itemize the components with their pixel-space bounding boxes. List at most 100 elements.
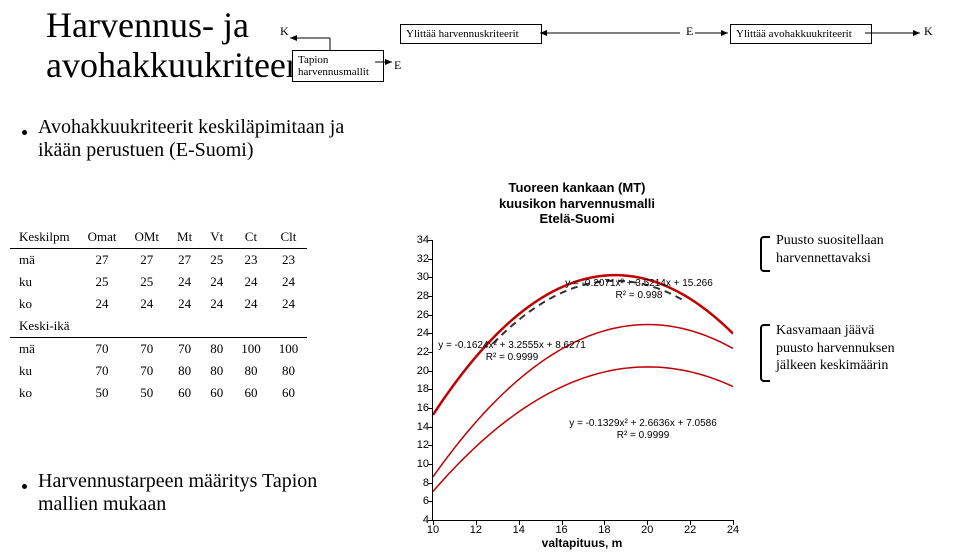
chart-title-l3: Etelä-Suomi: [539, 211, 614, 226]
flow-diagram: K Tapion harvennusmallit Ylittää harvenn…: [280, 20, 940, 94]
x-tick: 22: [684, 524, 696, 536]
y-tickline: [428, 501, 433, 502]
x-tick: 20: [641, 524, 653, 536]
x-tick: 10: [427, 524, 439, 536]
table-cell: 60: [232, 382, 270, 404]
table-mid: Keski-ikä: [10, 315, 307, 338]
th-2: OMt: [125, 226, 168, 249]
table-cell: mä: [10, 338, 79, 361]
y-tickline: [428, 352, 433, 353]
bullet2-l2: mallien mukaan: [38, 493, 166, 515]
anno1-l2: harvennettavaksi: [776, 251, 871, 266]
y-tickline: [428, 333, 433, 334]
table-cell: 80: [270, 360, 308, 382]
y-tick: 4: [407, 514, 429, 526]
x-tickline: [733, 520, 734, 525]
title-line2: avohakkuukriteerit: [46, 45, 318, 85]
th-3: Mt: [168, 226, 201, 249]
x-tickline: [562, 520, 563, 525]
y-tick: 24: [407, 327, 429, 339]
table-cell: 60: [201, 382, 232, 404]
bullet-dot-1: [22, 130, 27, 135]
th-0: Keskilpm: [10, 226, 79, 249]
table-cell: 50: [79, 382, 126, 404]
anno1-l1: Puusto suositellaan: [776, 233, 884, 248]
table-cell: ku: [10, 271, 79, 293]
table-cell: 60: [270, 382, 308, 404]
criteria-table: Keskilpm Omat OMt Mt Vt Ct Clt mä2727272…: [10, 226, 307, 404]
eq3-l2: R² = 0.9999: [617, 430, 670, 441]
table-cell: 27: [79, 249, 126, 272]
table-cell: 23: [232, 249, 270, 272]
table-row: mä272727252323: [10, 249, 307, 272]
table-row: ku707080808080: [10, 360, 307, 382]
table-cell: 70: [168, 338, 201, 361]
y-tick: 6: [407, 495, 429, 507]
chart-plot: y = -0.2071x² + 3.5214x + 15.266 R² = 0.…: [432, 240, 733, 521]
eq3-l1: y = -0.1329x² + 2.6636x + 7.0586: [569, 418, 717, 429]
eq1-l1: y = -0.2071x² + 3.5214x + 15.266: [565, 278, 713, 289]
y-tickline: [428, 389, 433, 390]
y-tickline: [428, 464, 433, 465]
chart-title-l2: kuusikon harvennusmalli: [499, 196, 655, 211]
table-cell: 25: [125, 271, 168, 293]
table-cell: 60: [168, 382, 201, 404]
chart-title-l1: Tuoreen kankaan (MT): [508, 180, 645, 195]
eq2-l1: y = -0.1624x² + 3.2555x + 8.6271: [438, 340, 586, 351]
anno2-l1: Kasvamaan jäävä: [776, 323, 874, 338]
x-tick: 14: [513, 524, 525, 536]
x-tick: 24: [727, 524, 739, 536]
table-cell: 24: [79, 293, 126, 315]
table-cell: 80: [168, 360, 201, 382]
table-cell: 24: [270, 293, 308, 315]
y-tickline: [428, 427, 433, 428]
brace-2: [760, 324, 770, 382]
y-tick: 18: [407, 383, 429, 395]
table-cell: 23: [270, 249, 308, 272]
anno2-l2: puusto harvennuksen: [776, 341, 895, 356]
y-tickline: [428, 371, 433, 372]
table-cell: 100: [270, 338, 308, 361]
th-6: Clt: [270, 226, 308, 249]
table-cell: 70: [79, 338, 126, 361]
x-tickline: [690, 520, 691, 525]
eq2-l2: R² = 0.9999: [486, 352, 539, 363]
y-tickline: [428, 277, 433, 278]
anno-1: Puusto suositellaan harvennettavaksi: [776, 232, 884, 267]
y-tick: 30: [407, 271, 429, 283]
y-tick: 34: [407, 234, 429, 246]
table-row: mä70707080100100: [10, 338, 307, 361]
table-cell: 80: [201, 360, 232, 382]
anno-2: Kasvamaan jäävä puusto harvennuksen jälk…: [776, 322, 895, 375]
table-cell: 80: [232, 360, 270, 382]
bullet-dot-2: [22, 484, 27, 489]
eq-3: y = -0.1329x² + 2.6636x + 7.0586 R² = 0.…: [553, 418, 733, 442]
table-cell: 70: [125, 360, 168, 382]
page: Harvennus- ja avohakkuukriteerit K Tapio…: [0, 0, 960, 560]
x-tickline: [604, 520, 605, 525]
table-row: ko505060606060: [10, 382, 307, 404]
y-tickline: [428, 240, 433, 241]
th-4: Vt: [201, 226, 232, 249]
y-tickline: [428, 408, 433, 409]
table-cell: ko: [10, 293, 79, 315]
table-cell: 25: [79, 271, 126, 293]
table-cell: 24: [232, 293, 270, 315]
table-cell: mä: [10, 249, 79, 272]
y-tickline: [428, 296, 433, 297]
bullet1-l2: ikään perustuen (E-Suomi): [38, 139, 254, 161]
y-tick: 12: [407, 439, 429, 451]
y-tickline: [428, 259, 433, 260]
eq-2: y = -0.1624x² + 3.2555x + 8.6271 R² = 0.…: [427, 340, 597, 364]
anno2-l3: jälkeen keskimäärin: [776, 358, 888, 373]
table-cell: 24: [201, 293, 232, 315]
title-line1: Harvennus- ja: [46, 5, 249, 45]
bullet2-l1: Harvennustarpeen määritys Tapion: [38, 470, 317, 492]
y-tick: 28: [407, 290, 429, 302]
table-cell: 50: [125, 382, 168, 404]
table-cell: 24: [232, 271, 270, 293]
y-tick: 20: [407, 365, 429, 377]
x-tickline: [476, 520, 477, 525]
table-cell: 25: [201, 249, 232, 272]
bullet-1: Avohakkuukriteerit keskiläpimitaan ja ik…: [38, 116, 344, 162]
